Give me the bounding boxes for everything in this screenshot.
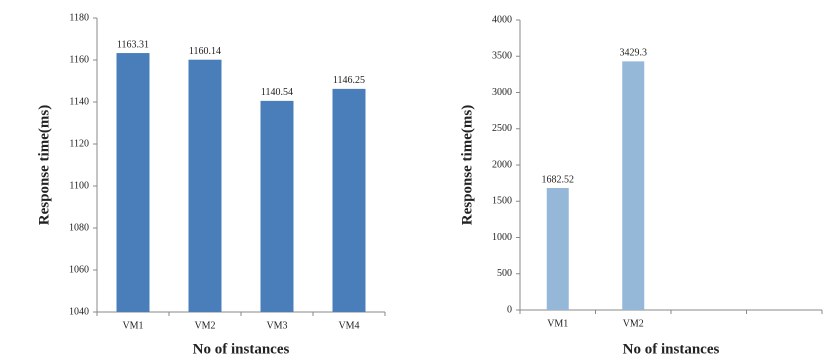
data-label: 1160.14 [189, 46, 221, 57]
y-tick-label: 2500 [492, 123, 512, 134]
x-axis-title: No of instances [193, 341, 290, 357]
x-tick-label: VM3 [266, 320, 287, 331]
x-tick-label: VM1 [547, 318, 568, 329]
bar [260, 100, 294, 312]
data-label: 1163.31 [117, 39, 149, 50]
bar [546, 188, 569, 310]
x-tick-label: VM2 [623, 318, 644, 329]
y-tick-label: 1080 [69, 222, 89, 233]
x-axis-title: No of instances [623, 341, 720, 357]
data-label: 1140.54 [261, 87, 293, 98]
y-tick-label: 2000 [492, 159, 512, 170]
x-tick-label: VM1 [122, 320, 143, 331]
x-tick-label: VM4 [338, 320, 359, 331]
y-axis-title: Response time(ms) [36, 105, 52, 225]
y-tick-label: 1060 [69, 264, 89, 275]
y-tick-label: 4000 [492, 14, 512, 25]
y-tick-label: 1160 [69, 54, 89, 65]
y-tick-label: 3000 [492, 87, 512, 98]
data-label: 1682.52 [542, 174, 575, 185]
y-tick-label: 1040 [69, 306, 89, 317]
y-tick-label: 1100 [69, 180, 89, 191]
bar [332, 88, 366, 312]
bar [188, 59, 222, 313]
y-tick-label: 1120 [69, 138, 89, 149]
y-tick-label: 1500 [492, 196, 512, 207]
y-tick-label: 3500 [492, 51, 512, 62]
y-axis-title: Response time(ms) [459, 105, 475, 225]
bar [116, 53, 150, 312]
y-tick-label: 0 [507, 304, 512, 315]
data-label: 1146.25 [333, 75, 365, 86]
x-tick-label: VM2 [194, 320, 215, 331]
data-label: 3429.3 [620, 48, 648, 59]
y-tick-label: 500 [497, 268, 512, 279]
y-tick-label: 1180 [69, 12, 89, 23]
y-tick-label: 1140 [69, 96, 89, 107]
y-tick-label: 1000 [492, 232, 512, 243]
bar [622, 61, 645, 311]
